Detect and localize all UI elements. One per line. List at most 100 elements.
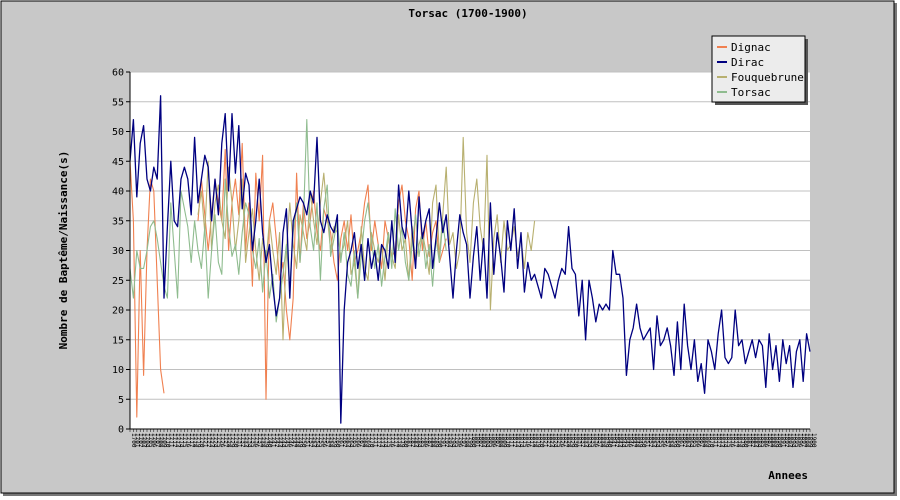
x-tick-label: 1853 — [650, 433, 657, 448]
x-tick-label: 1877 — [732, 433, 739, 448]
x-tick-label: 1841 — [609, 433, 616, 448]
x-tick-label: 1734 — [246, 433, 253, 448]
x-tick-label: 1744 — [280, 433, 287, 448]
x-tick-label: 1843 — [616, 433, 623, 448]
x-tick-label: 1863 — [684, 433, 691, 448]
x-tick-label: 1890 — [776, 433, 783, 448]
x-tick-label: 1795 — [453, 433, 460, 448]
x-tick-label: 1784 — [416, 433, 423, 448]
x-tick-label: 1892 — [783, 433, 790, 448]
x-tick-label: 1735 — [249, 433, 256, 448]
legend-label: Fouquebrune — [731, 71, 804, 84]
x-tick-label: 1700 — [130, 433, 137, 448]
x-tick-label: 1888 — [769, 433, 776, 448]
x-tick-label: 1779 — [399, 433, 406, 448]
x-tick-label: 1766 — [354, 433, 361, 448]
x-tick-label: 1701 — [133, 433, 140, 448]
x-tick-label: 1739 — [263, 433, 270, 448]
x-tick-label: 1772 — [375, 433, 382, 448]
x-tick-label: 1800 — [470, 433, 477, 448]
x-tick-label: 1778 — [395, 433, 402, 448]
x-tick-label: 1833 — [582, 433, 589, 448]
x-tick-label: 1714 — [178, 433, 185, 448]
x-tick-label: 1794 — [450, 433, 457, 448]
x-tick-label: 1753 — [310, 433, 317, 448]
x-tick-label: 1791 — [439, 433, 446, 448]
x-tick-label: 1874 — [722, 433, 729, 448]
x-tick-label: 1733 — [242, 433, 249, 448]
x-tick-label: 1705 — [147, 433, 154, 448]
x-tick-label: 1817 — [528, 433, 535, 448]
series-line-dignac — [197, 142, 447, 400]
x-tick-label: 1830 — [572, 433, 579, 448]
x-tick-label: 1881 — [745, 433, 752, 448]
x-tick-label: 1894 — [790, 433, 797, 448]
x-tick-label: 1886 — [762, 433, 769, 448]
series-line-fouquebrune — [197, 136, 536, 341]
x-tick-label: 1869 — [705, 433, 712, 448]
x-tick-label: 1865 — [691, 433, 698, 448]
x-tick-label: 1788 — [429, 433, 436, 448]
x-tick-label: 1730 — [232, 433, 239, 448]
x-tick-label: 1773 — [378, 433, 385, 448]
x-tick-label: 1871 — [711, 433, 718, 448]
x-tick-label: 1729 — [229, 433, 236, 448]
x-tick-label: 1706 — [150, 433, 157, 448]
x-axis-label: Annees — [768, 469, 808, 482]
x-tick-label: 1823 — [548, 433, 555, 448]
x-tick-label: 1761 — [337, 433, 344, 448]
x-tick-label: 1852 — [647, 433, 654, 448]
x-tick-label: 1726 — [218, 433, 225, 448]
legend-items: Dignac Dirac Fouquebrune Torsac — [717, 41, 804, 99]
x-tick-label: 1848 — [633, 433, 640, 448]
x-tick-label: 1792 — [443, 433, 450, 448]
y-tick-label: 30 — [112, 246, 124, 257]
x-tick-label: 1878 — [735, 433, 742, 448]
x-tick-label: 1764 — [348, 433, 355, 448]
x-tick-label: 1762 — [341, 433, 348, 448]
x-tick-label: 1710 — [164, 433, 171, 448]
x-tick-label: 1896 — [796, 433, 803, 448]
x-tick-label: 1859 — [671, 433, 678, 448]
x-tick-label: 1760 — [334, 433, 341, 448]
x-tick-label: 1720 — [198, 433, 205, 448]
x-tick-label: 1851 — [643, 433, 650, 448]
x-tick-label: 1824 — [552, 433, 559, 448]
x-tick-label: 1868 — [701, 433, 708, 448]
x-tick-label: 1786 — [422, 433, 429, 448]
x-tick-label: 1781 — [405, 433, 412, 448]
x-tick-label: 1702 — [137, 433, 144, 448]
x-tick-label: 1870 — [708, 433, 715, 448]
series-line-dirac — [129, 95, 811, 424]
x-tick-label: 1847 — [630, 433, 637, 448]
y-tick-label: 15 — [112, 335, 124, 346]
x-tick-label: 1887 — [766, 433, 773, 448]
x-tick-label: 1883 — [752, 433, 759, 448]
x-tick-label: 1855 — [657, 433, 664, 448]
x-tick-label: 1711 — [167, 433, 174, 448]
x-tick-label: 1740 — [266, 433, 273, 448]
x-tick-label: 1716 — [184, 433, 191, 448]
x-tick-label: 1731 — [235, 433, 242, 448]
x-tick-label: 1743 — [276, 433, 283, 448]
legend-label: Torsac — [731, 86, 771, 99]
x-tick-label: 1819 — [535, 433, 542, 448]
x-tick-label: 1828 — [565, 433, 572, 448]
x-tick-label: 1880 — [742, 433, 749, 448]
x-tick-label: 1836 — [592, 433, 599, 448]
x-tick-label: 1813 — [514, 433, 521, 448]
x-tick-label: 1801 — [473, 433, 480, 448]
x-tick-label: 1816 — [524, 433, 531, 448]
x-tick-label: 1728 — [225, 433, 232, 448]
x-tick-label: 1717 — [188, 433, 195, 448]
x-tick-label: 1771 — [371, 433, 378, 448]
x-tick-label: 1876 — [728, 433, 735, 448]
x-tick-label: 1780 — [402, 433, 409, 448]
y-axis-label: Nombre de Baptême/Naissance(s) — [57, 151, 70, 350]
x-tick-label: 1736 — [252, 433, 259, 448]
chart-title: Torsac (1700-1900) — [408, 7, 527, 20]
x-tick-label: 1879 — [739, 433, 746, 448]
x-tick-label: 1846 — [626, 433, 633, 448]
